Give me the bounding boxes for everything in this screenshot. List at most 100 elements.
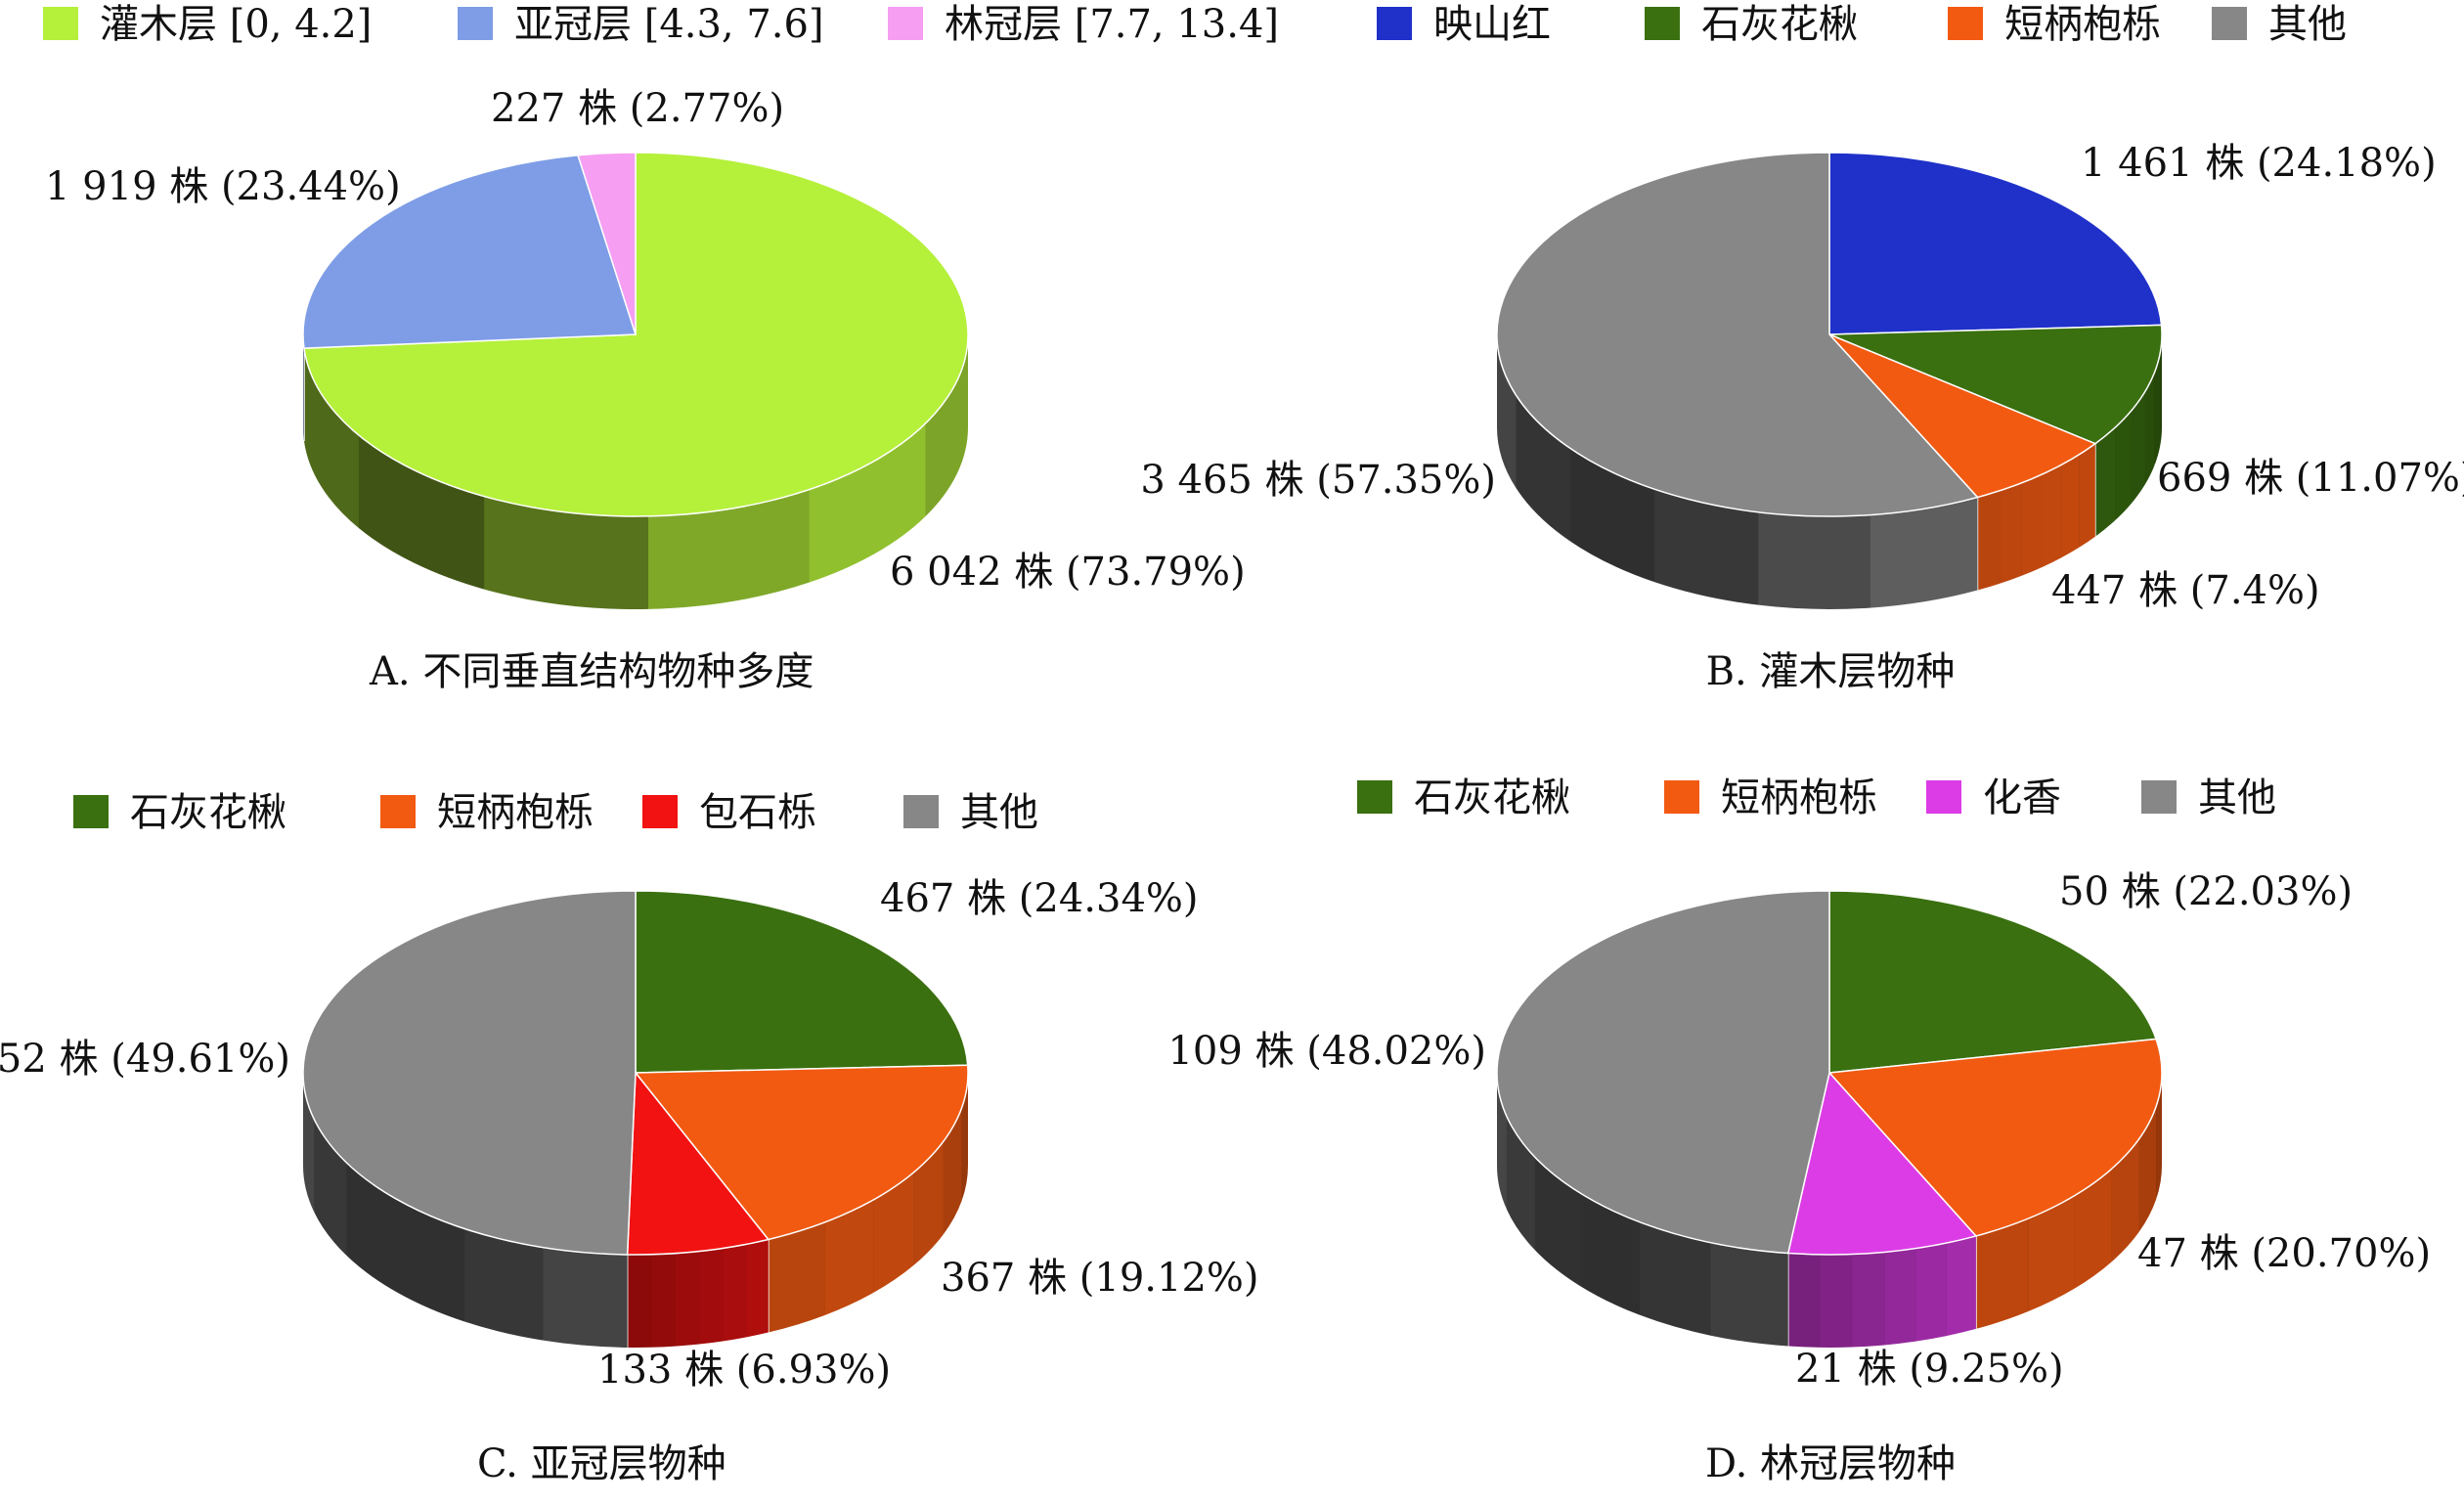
legend-swatch	[43, 7, 78, 40]
pie-side-band	[303, 348, 359, 529]
pie-side-band	[913, 1141, 944, 1265]
slice-data-label: 1 461 株 (24.18%)	[2081, 141, 2437, 186]
pie-side-band	[2028, 1195, 2075, 1311]
legend-swatch	[888, 7, 923, 40]
legend-label: 短柄枹栎	[437, 790, 594, 835]
pie-side-band	[1653, 489, 1759, 605]
pie-slice-slice-3	[1828, 333, 2097, 499]
pie-side-band	[873, 1172, 914, 1293]
legend-swatch	[1645, 7, 1680, 40]
pie-top	[1496, 152, 2163, 517]
legend-label: 其他	[2268, 2, 2347, 47]
slice-data-label: 467 株 (24.34%)	[880, 876, 1199, 921]
legend: 灌木层 [0, 4.2] 亚冠层 [4.3, 7.6] 林冠层 [7.7, 13.4…	[43, 2, 1279, 47]
pie-panel-a: 灌木层 [0, 4.2] 亚冠层 [4.3, 7.6] 林冠层 [7.7, 13.4…	[43, 2, 1279, 694]
pie-side-band	[2000, 482, 2022, 584]
pie-side-band	[1884, 1248, 1916, 1346]
legend-label: 映山红	[1433, 2, 1551, 47]
slice-data-label: 447 株 (7.4%)	[2051, 568, 2320, 613]
slice-data-label: 3 465 株 (57.35%)	[1140, 458, 1496, 503]
legend-label: 亚冠层 [4.3, 7.6]	[514, 2, 824, 47]
pie-side-band	[723, 1244, 746, 1342]
legend-swatch	[2212, 7, 2247, 40]
legend-swatch	[380, 795, 416, 828]
pie-panel-d: 石灰花楸 短柄枹栎 化香 其他 50 株 (22.03%) 47 株 (20.70%) 21…	[1167, 775, 2431, 1486]
pie-side-band	[1710, 1242, 1788, 1347]
pie-side-band	[314, 1119, 347, 1256]
legend-swatch	[642, 795, 678, 828]
pie-side-band	[2111, 1138, 2139, 1262]
pie-side-band	[543, 1247, 628, 1348]
pie-side-band	[943, 1107, 962, 1235]
legend-swatch	[903, 795, 939, 828]
legend: 石灰花楸 短柄枹栎 包石栎 其他	[73, 790, 1038, 835]
pie-side-band	[1820, 1254, 1853, 1348]
pie-side-band	[2061, 454, 2080, 558]
slice-data-label: 6 042 株 (73.79%)	[890, 550, 1246, 595]
legend-label: 石灰花楸	[130, 790, 286, 835]
pie-side	[302, 333, 969, 610]
legend-label: 石灰花楸	[1414, 775, 1570, 820]
pie-slice-slice-4	[1496, 152, 1979, 517]
pie-side-band	[651, 1253, 676, 1348]
legend-label: 包石栎	[699, 790, 816, 835]
slice-data-label: 952 株 (49.61%)	[0, 1037, 290, 1082]
pie-side-band	[303, 1073, 315, 1213]
legend-label: 灌木层 [0, 4.2]	[100, 2, 372, 47]
pie-side-band	[2144, 373, 2155, 485]
pie-slice-slice-2	[1828, 324, 2163, 445]
legend-label: 石灰花楸	[1701, 2, 1858, 47]
pie-side-band	[2138, 1106, 2157, 1232]
chart-caption: B. 灌木层物种	[1706, 649, 1956, 694]
pie-top	[302, 890, 969, 1256]
pie-side-band	[2021, 473, 2043, 576]
slice-data-label: 133 株 (6.93%)	[597, 1348, 891, 1393]
legend-label: 化香	[1983, 775, 2061, 820]
legend-label: 短柄枹栎	[1721, 775, 1877, 820]
legend-label: 其他	[960, 790, 1038, 835]
pie-top	[1496, 890, 2163, 1256]
pie-side-band	[2042, 465, 2062, 567]
legend-swatch	[1357, 780, 1392, 814]
pie-slice-slice-2	[634, 1064, 969, 1241]
pie-slice-slice-4	[302, 890, 637, 1256]
legend-label: 林冠层 [7.7, 13.4]	[945, 2, 1279, 47]
legend-swatch	[1926, 780, 1961, 814]
slice-data-label: 47 株 (20.70%)	[2137, 1231, 2431, 1276]
pie-slice-slice-3	[1786, 1071, 1978, 1256]
pie-side-band	[1852, 1252, 1885, 1348]
pie-side-band	[1915, 1243, 1947, 1342]
pie-slice-slice-3	[577, 152, 637, 335]
pie-slice-slice-3	[626, 1070, 770, 1256]
pie-side-band	[1946, 1235, 1976, 1337]
pie-side-band	[2074, 1169, 2112, 1289]
pie-slice-slice-1	[635, 890, 969, 1074]
pie-side-band	[1640, 1221, 1711, 1336]
legend-label: 其他	[2198, 775, 2276, 820]
slice-data-label: 1 919 株 (23.44%)	[45, 164, 401, 209]
pie-side-band	[925, 334, 968, 516]
slice-data-label: 227 株 (2.77%)	[491, 86, 784, 131]
pie-side-band	[809, 422, 926, 583]
pie-side-band	[768, 1222, 825, 1333]
pie-side-band	[745, 1239, 769, 1338]
legend: 石灰花楸 短柄枹栎 化香 其他	[1357, 775, 2276, 820]
legend-swatch	[1377, 7, 1412, 40]
legend-swatch	[2141, 780, 2177, 814]
pie-side-band	[2079, 443, 2095, 548]
pie-side-band	[484, 496, 648, 609]
legend-swatch	[458, 7, 493, 40]
slice-data-label: 50 株 (22.03%)	[2059, 869, 2353, 914]
pie-panel-b: 映山红 石灰花楸 短柄枹栎 其他 1 461 株 (24.18%) 669 株 (11.0…	[1140, 2, 2464, 694]
pie-panel-c: 石灰花楸 短柄枹栎 包石栎 其他 467 株 (24.34%) 367 株 (19.12%…	[0, 790, 1259, 1486]
pie-side-band	[397, 1199, 465, 1322]
pie-side-band	[1580, 1193, 1641, 1315]
pie-side-band	[1516, 394, 1571, 542]
legend-swatch	[1948, 7, 1983, 40]
pie-slice-slice-2	[1827, 1038, 2163, 1237]
legend: 映山红 石灰花楸 短柄枹栎 其他	[1377, 2, 2347, 47]
pie-side-band	[1534, 1157, 1581, 1287]
pie-side-band	[824, 1199, 874, 1316]
pie-side-band	[1977, 490, 2001, 591]
